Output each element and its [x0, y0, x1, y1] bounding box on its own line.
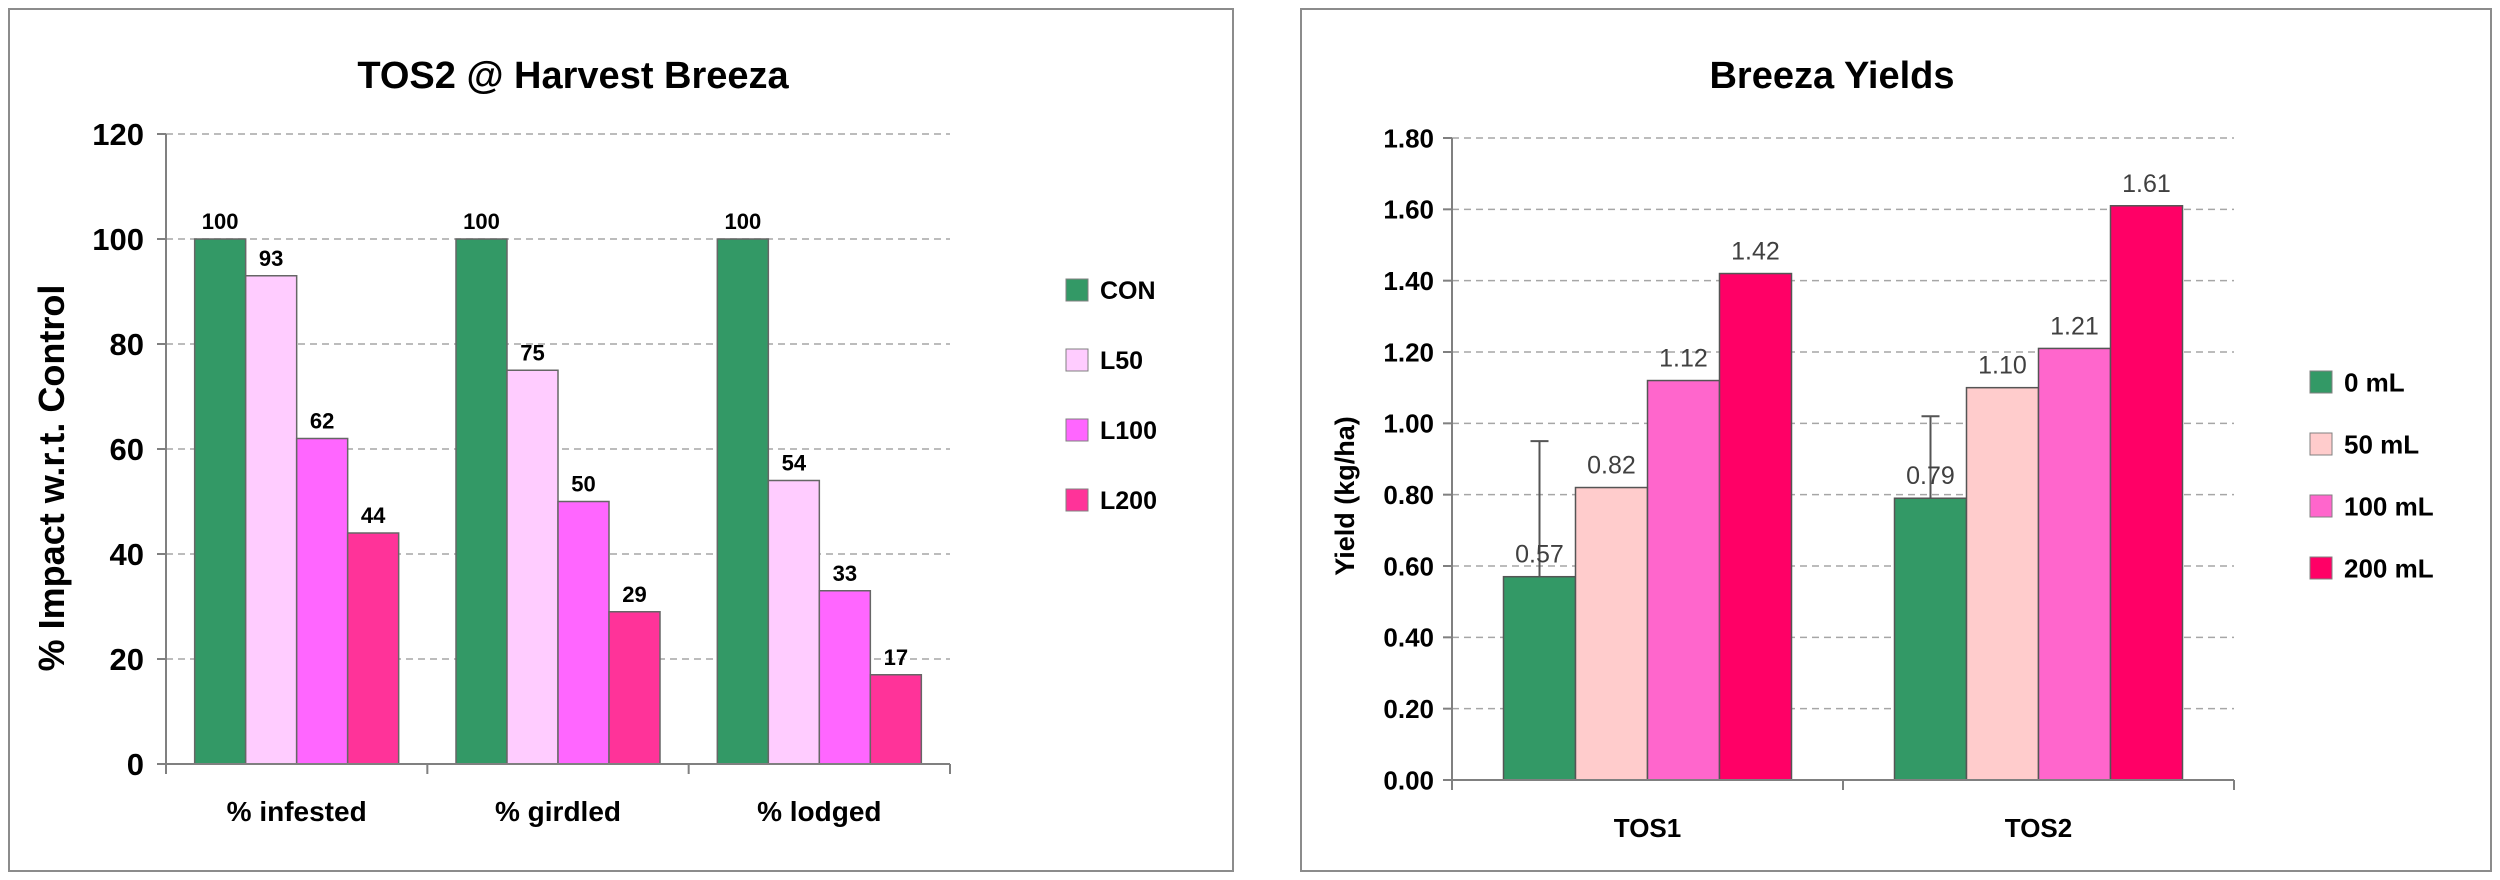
chart-panel-breeza-yields: Breeza Yields Yield (kg/ha) 0.57 0.82 1.12…: [1300, 8, 2492, 872]
x-tick-label: TOS1: [1614, 813, 1681, 843]
data-labels: 100 93 62 44 100 75 50 29 100 54 33 17: [202, 209, 908, 670]
chart-breeza-yields: Breeza Yields Yield (kg/ha) 0.57 0.82 1.12…: [1330, 55, 2434, 843]
data-label: 33: [833, 561, 857, 586]
y-tick-label: 0.00: [1383, 765, 1434, 795]
legend-label: L50: [1100, 347, 1143, 375]
y-tick-label: 0: [127, 747, 144, 782]
legend-swatch: [2309, 494, 2333, 518]
y-tick-label: 1.60: [1383, 195, 1434, 225]
data-label: 1.10: [1978, 352, 2027, 380]
x-tick-labels: TOS1 TOS2: [1614, 813, 2072, 843]
axes: [1443, 137, 2235, 790]
chart-harvest-breeza: TOS2 @ Harvest Breeza % Impact w.r.t. Co…: [31, 55, 1157, 827]
chart-panel-harvest-breeza: TOS2 @ Harvest Breeza % Impact w.r.t. Co…: [8, 8, 1234, 872]
y-tick-label: 1.80: [1383, 123, 1434, 153]
y-tick-label: 1.40: [1383, 266, 1434, 296]
bar: [869, 674, 923, 765]
data-label: 0.79: [1906, 462, 1955, 490]
bar: [2109, 205, 2184, 781]
y-tick-label: 100: [92, 222, 144, 257]
y-tick-label: 0.60: [1383, 551, 1434, 581]
data-label: 1.42: [1731, 238, 1780, 266]
data-label: 0.57: [1515, 541, 1564, 569]
legend-swatch: [1065, 488, 1089, 512]
bar: [1646, 379, 1721, 781]
bar: [1718, 272, 1793, 781]
y-tick-label: 60: [110, 432, 144, 467]
y-tick-label: 0.20: [1383, 694, 1434, 724]
bar: [716, 238, 770, 765]
data-label: 62: [310, 409, 334, 434]
x-tick-labels: % infested % girdled % lodged: [227, 796, 882, 827]
legend-swatch: [1065, 418, 1089, 442]
data-label: 17: [884, 645, 908, 670]
bars: [193, 238, 923, 765]
legend-label: 100 mL: [2344, 491, 2434, 521]
y-tick-labels: 0 20 40 60 80 100 120: [92, 117, 144, 782]
legend: 0 mL 50 mL 100 mL 200 mL: [2309, 367, 2434, 583]
legend-swatch: [2309, 556, 2333, 580]
bar: [818, 590, 872, 765]
chart-title: Breeza Yields: [1709, 55, 1954, 97]
x-tick-label: % infested: [227, 796, 367, 827]
chart-title: TOS2 @ Harvest Breeza: [357, 55, 789, 97]
axes: [157, 133, 951, 774]
bar: [1502, 575, 1577, 781]
y-tick-labels: 0.00 0.20 0.40 0.60 0.80 1.00 1.20 1.40 1.60 1.80: [1383, 123, 1434, 795]
bar: [244, 275, 298, 765]
data-label: 1.21: [2050, 312, 2099, 340]
bars: [1502, 205, 2184, 781]
legend-label: CON: [1100, 277, 1156, 305]
y-axis-label: Yield (kg/ha): [1330, 416, 1360, 576]
data-label: 1.61: [2122, 170, 2171, 198]
bar: [608, 611, 661, 765]
y-tick-label: 40: [110, 537, 144, 572]
legend-label: 50 mL: [2344, 429, 2419, 459]
y-tick-label: 1.00: [1383, 409, 1434, 439]
data-labels: 0.57 0.82 1.12 1.42 0.79 1.10 1.21 1.61: [1515, 170, 2171, 569]
y-tick-label: 80: [110, 327, 144, 362]
bar: [1574, 486, 1649, 781]
bar: [767, 479, 821, 765]
x-tick-label: % lodged: [757, 796, 881, 827]
data-label: 75: [520, 340, 544, 365]
x-tick-label: % girdled: [495, 796, 621, 827]
data-label: 100: [724, 209, 761, 234]
y-tick-label: 0.80: [1383, 480, 1434, 510]
y-tick-label: 0.40: [1383, 623, 1434, 653]
data-label: 1.12: [1659, 345, 1708, 373]
legend-swatch: [2309, 370, 2333, 394]
bar: [1965, 386, 2040, 781]
y-tick-label: 120: [92, 117, 144, 152]
data-label: 54: [782, 451, 807, 476]
bar: [193, 238, 247, 765]
legend-label: 0 mL: [2344, 367, 2405, 397]
y-axis-label: % Impact w.r.t. Control: [31, 285, 72, 672]
x-tick-label: TOS2: [2005, 813, 2072, 843]
data-label: 0.82: [1587, 452, 1636, 480]
bar: [295, 437, 349, 765]
legend: CON L50 L100 L200: [1065, 277, 1157, 515]
legend-swatch: [1065, 278, 1089, 302]
legend-swatch: [2309, 432, 2333, 456]
bar: [506, 369, 559, 765]
data-label: 93: [259, 246, 283, 271]
data-label: 44: [361, 503, 386, 528]
data-label: 50: [571, 472, 595, 497]
y-tick-label: 1.20: [1383, 337, 1434, 367]
legend-label: 200 mL: [2344, 553, 2434, 583]
data-label: 100: [202, 209, 239, 234]
bar: [455, 238, 508, 765]
legend-label: L100: [1100, 417, 1157, 445]
bar: [2037, 347, 2112, 781]
data-label: 29: [622, 582, 646, 607]
bar: [346, 532, 400, 765]
data-label: 100: [463, 209, 500, 234]
legend-swatch: [1065, 348, 1089, 372]
error-bars: [1530, 415, 1940, 577]
y-tick-label: 20: [110, 642, 144, 677]
bar: [1893, 497, 1968, 781]
legend-label: L200: [1100, 487, 1157, 515]
bar: [557, 500, 610, 765]
